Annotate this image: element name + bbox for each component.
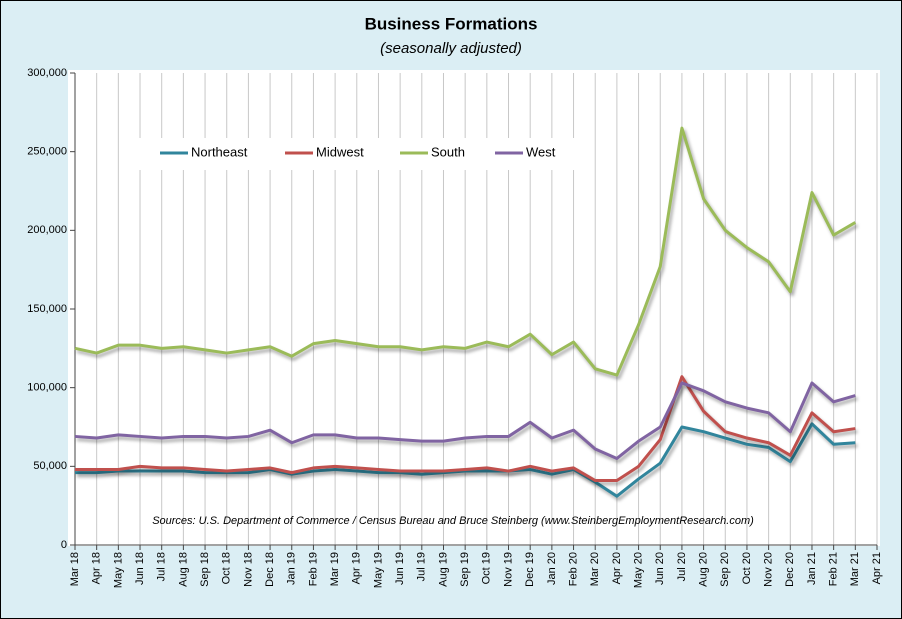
x-tick-label: Aug 19 xyxy=(437,552,449,587)
series-line xyxy=(74,126,857,377)
x-tick-label: Jan 20 xyxy=(546,552,558,585)
series-line xyxy=(75,375,856,482)
y-tick-label: 100,000 xyxy=(27,382,67,394)
x-tick-label: Sep 19 xyxy=(459,552,471,587)
x-tick-label: Feb 19 xyxy=(307,552,319,586)
x-tick-label: Nov 19 xyxy=(502,552,514,587)
legend-label: Northeast xyxy=(191,144,248,159)
x-tick-label: May 19 xyxy=(372,552,384,588)
x-tick-label: Oct 19 xyxy=(481,552,493,584)
x-tick-label: Jul 18 xyxy=(156,552,168,581)
series-line xyxy=(74,381,856,460)
x-tick-label: Jun 20 xyxy=(654,552,666,585)
x-tick-label: Jul 20 xyxy=(676,552,688,581)
x-tick-label: Mar 21 xyxy=(849,552,861,586)
x-tick-label: Oct 18 xyxy=(221,552,233,584)
y-tick-label: 300,000 xyxy=(27,67,67,79)
x-tick-label: Dec 20 xyxy=(784,552,796,587)
x-tick-label: Apr 19 xyxy=(351,552,363,584)
x-tick-label: Aug 18 xyxy=(177,552,189,587)
x-tick-label: Aug 20 xyxy=(698,552,710,587)
x-tick-label: Nov 20 xyxy=(763,552,775,587)
chart-subtitle: (seasonally adjusted) xyxy=(380,40,522,57)
x-tick-label: Mar 18 xyxy=(69,552,81,586)
x-tick-label: May 18 xyxy=(112,552,124,588)
chart-title: Business Formations xyxy=(365,14,538,33)
x-tick-label: Jan 21 xyxy=(806,552,818,585)
x-tick-label: Mar 20 xyxy=(589,552,601,586)
x-tick-label: Jul 19 xyxy=(416,552,428,581)
series-line xyxy=(75,422,856,498)
x-tick-label: Dec 19 xyxy=(524,552,536,587)
legend-label: Midwest xyxy=(316,144,364,159)
x-tick-label: Feb 20 xyxy=(567,552,579,586)
x-tick-label: Oct 20 xyxy=(741,552,753,584)
x-tick-label: Apr 18 xyxy=(91,552,103,584)
x-tick-label: Feb 21 xyxy=(828,552,840,586)
x-tick-label: May 20 xyxy=(632,552,644,588)
x-tick-label: Jun 19 xyxy=(394,552,406,585)
x-tick-label: Mar 19 xyxy=(329,552,341,586)
legend-label: South xyxy=(431,144,465,159)
y-tick-label: 250,000 xyxy=(27,146,67,158)
y-tick-label: 200,000 xyxy=(27,224,67,236)
x-tick-label: Jun 18 xyxy=(134,552,146,585)
annotation: Sources: U.S. Department of Commerce / C… xyxy=(152,515,754,527)
y-tick-label: 150,000 xyxy=(27,303,67,315)
x-tick-label: Jan 19 xyxy=(286,552,298,585)
x-tick-label: Apr 21 xyxy=(871,552,883,584)
y-tick-label: 0 xyxy=(61,539,67,551)
y-tick-label: 50,000 xyxy=(33,460,67,472)
x-tick-label: Nov 18 xyxy=(242,552,254,587)
legend-label: West xyxy=(526,144,556,159)
x-tick-label: Apr 20 xyxy=(611,552,623,584)
x-tick-label: Sep 20 xyxy=(719,552,731,587)
x-tick-label: Dec 18 xyxy=(264,552,276,587)
x-tick-label: Sep 18 xyxy=(199,552,211,587)
